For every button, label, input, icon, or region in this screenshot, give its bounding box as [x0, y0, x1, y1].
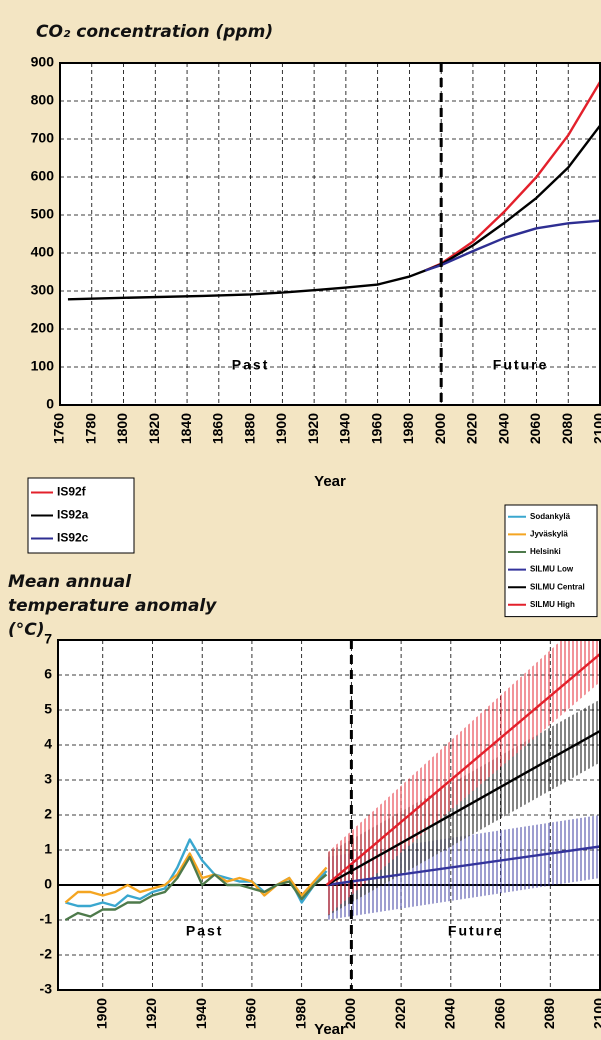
- x-tick-label: 1960: [368, 413, 384, 444]
- y-tick-label: 500: [31, 206, 55, 222]
- x-tick-label: 1860: [210, 413, 226, 444]
- x-tick-label: 2000: [432, 413, 448, 444]
- y-tick-label: 5: [44, 701, 52, 717]
- y-tick-label: 400: [31, 244, 55, 260]
- annotation: Past: [232, 357, 270, 373]
- y-tick-label: 900: [31, 54, 55, 70]
- x-tick-label: 1840: [178, 413, 194, 444]
- series-line: [326, 845, 600, 887]
- legend-label: IS92c: [57, 531, 89, 545]
- x-axis-label: Year: [314, 1021, 346, 1038]
- uncertainty-band: [326, 815, 600, 920]
- y-tick-label: -3: [40, 981, 53, 997]
- plot-border: [57, 639, 601, 991]
- y-tick-label: 3: [44, 771, 52, 787]
- x-tick-label: 2060: [491, 998, 507, 1029]
- legend-label: SILMU Low: [530, 565, 574, 574]
- series-line: [325, 729, 600, 887]
- x-tick-label: 2100: [591, 413, 601, 444]
- annotation: Future: [493, 357, 549, 373]
- chart-title: CO₂ concentration (ppm): [36, 22, 274, 42]
- y-tick-label: 600: [31, 168, 55, 184]
- x-tick-label: 1900: [273, 413, 289, 444]
- x-tick-label: 2060: [527, 413, 543, 444]
- x-tick-label: 1800: [114, 413, 130, 444]
- y-tick-label: 300: [31, 282, 55, 298]
- x-tick-label: 1980: [292, 998, 308, 1029]
- x-tick-label: 1940: [337, 413, 353, 444]
- y-tick-label: -1: [40, 911, 53, 927]
- x-tick-label: 2000: [342, 998, 358, 1029]
- x-tick-label: 2020: [392, 998, 408, 1029]
- legend-label: Jyväskylä: [530, 530, 568, 539]
- legend-box: [504, 504, 598, 618]
- annotation: Future: [448, 923, 504, 939]
- series-line: [64, 852, 328, 904]
- x-tick-label: 1960: [243, 998, 259, 1029]
- series-line: [64, 855, 328, 922]
- series-line: [67, 124, 600, 301]
- plot-area: [60, 63, 600, 405]
- x-tick-label: 2040: [495, 413, 511, 444]
- chart-title: Mean annual temperature anomaly (°C): [8, 572, 217, 640]
- x-tick-label: 2040: [442, 998, 458, 1029]
- legend-label: Sodankylä: [530, 512, 571, 521]
- y-tick-label: 2: [44, 806, 52, 822]
- y-tick-label: 6: [44, 666, 52, 682]
- y-tick-label: 0: [44, 876, 52, 892]
- y-tick-label: 700: [31, 130, 55, 146]
- x-tick-label: 1820: [146, 413, 162, 444]
- y-tick-label: 7: [44, 631, 52, 647]
- legend-label: Helsinki: [530, 547, 561, 556]
- legend-label: IS92f: [57, 485, 87, 499]
- series-line: [325, 653, 600, 886]
- x-tick-label: 1940: [193, 998, 209, 1029]
- legend-label: SILMU Central: [530, 582, 585, 591]
- x-tick-label: 2100: [591, 998, 601, 1029]
- x-tick-label: 2080: [559, 413, 575, 444]
- x-tick-label: 1900: [93, 998, 109, 1029]
- y-tick-label: 1: [44, 841, 52, 857]
- y-tick-label: 100: [31, 358, 55, 374]
- x-tick-label: 1760: [51, 413, 67, 444]
- x-tick-label: 2020: [464, 413, 480, 444]
- y-tick-label: 0: [46, 396, 54, 412]
- x-tick-label: 1920: [143, 998, 159, 1029]
- y-tick-label: -2: [40, 946, 53, 962]
- x-tick-label: 1920: [305, 413, 321, 444]
- annotation: Past: [186, 923, 224, 939]
- x-tick-label: 1880: [241, 413, 257, 444]
- x-axis-label: Year: [314, 473, 346, 490]
- x-tick-label: 1980: [400, 413, 416, 444]
- y-tick-label: 800: [31, 92, 55, 108]
- y-tick-label: 200: [31, 320, 55, 336]
- legend-label: SILMU High: [530, 600, 575, 609]
- x-tick-label: 1780: [82, 413, 98, 444]
- y-tick-label: 4: [44, 736, 52, 752]
- x-tick-label: 2080: [541, 998, 557, 1029]
- plot-border: [59, 62, 601, 406]
- legend-label: IS92a: [57, 508, 89, 522]
